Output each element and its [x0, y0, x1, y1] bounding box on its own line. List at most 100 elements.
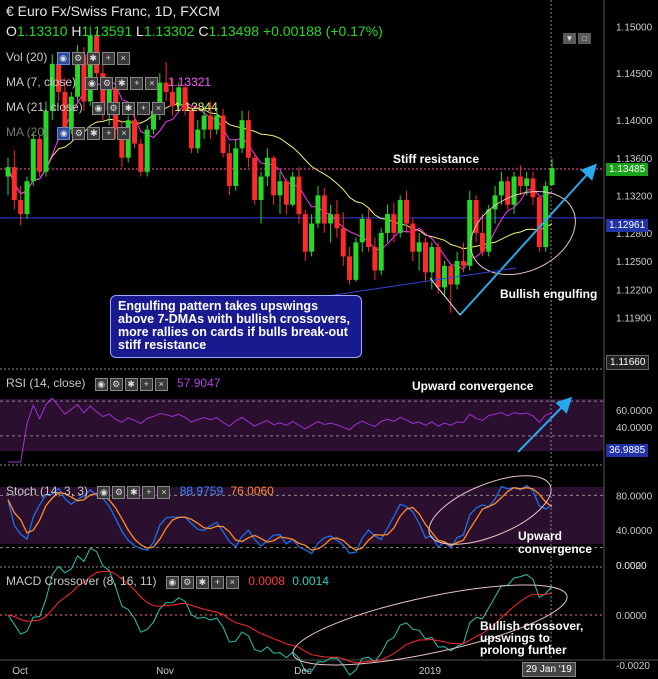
indicator-rsi[interactable]: RSI (14, close) ◉ ⚙ ✱ + × 57.9047 [6, 376, 220, 392]
settings-icon[interactable]: ⚙ [71, 52, 85, 66]
gear-icon[interactable]: ✱ [195, 576, 209, 590]
plus-icon[interactable]: + [137, 102, 151, 116]
candle-body [315, 195, 321, 224]
candle-body [226, 153, 232, 186]
eye-icon[interactable]: ◉ [97, 486, 111, 500]
settings-icon[interactable]: ⚙ [180, 576, 194, 590]
settings-icon[interactable]: ⚙ [109, 378, 123, 392]
plus-icon[interactable]: + [130, 77, 144, 91]
candle-body [404, 200, 410, 224]
gear-icon[interactable]: ✱ [87, 127, 101, 141]
eye-icon[interactable]: ◉ [92, 102, 106, 116]
collapse-down-icon[interactable]: ▼ [563, 33, 576, 44]
ma20-label: MA (20) [6, 125, 49, 139]
indicator-stoch[interactable]: Stoch (14, 3, 3) ◉ ⚙ ✱ + × 88.9759 76.0060 [6, 484, 274, 500]
macd-label: MACD Crossover (8, 16, 11) [6, 574, 157, 588]
rsi-controls: ◉ ⚙ ✱ + × [94, 376, 170, 392]
gear-icon[interactable]: ✱ [86, 52, 100, 66]
indicator-ma7[interactable]: MA (7, close) ◉ ⚙ ✱ + × 1.13321 [6, 75, 211, 91]
low-value: 1.13302 [143, 23, 195, 39]
plus-icon[interactable]: + [101, 52, 115, 66]
price-tick-label: 1.13200 [616, 191, 653, 202]
candle-body [492, 195, 498, 210]
symbol-title[interactable]: € Euro Fx/Swiss Franc, 1D, FXCM [6, 3, 220, 19]
candle-body [283, 181, 289, 205]
close-icon[interactable]: × [117, 127, 131, 141]
candle-body [169, 92, 175, 107]
trend-line [429, 277, 461, 316]
eye-icon[interactable]: ◉ [57, 127, 71, 141]
plus-icon[interactable]: + [210, 576, 224, 590]
macd-line [7, 547, 553, 676]
candle-body [144, 129, 150, 172]
candle-body [302, 214, 308, 252]
ma7-label: MA (7, close) [6, 75, 77, 89]
indicator-macd[interactable]: MACD Crossover (8, 16, 11) ◉ ⚙ ✱ + × 0.0008 … [6, 574, 329, 590]
price-tick-label: 1.15000 [616, 22, 653, 33]
plus-icon[interactable]: + [102, 127, 116, 141]
close-icon[interactable]: × [152, 102, 166, 116]
candle-body [353, 242, 359, 280]
close-icon[interactable]: × [116, 52, 130, 66]
candle-body [214, 115, 220, 130]
plus-icon[interactable]: + [142, 486, 156, 500]
high-label: H [71, 23, 82, 39]
settings-icon[interactable]: ⚙ [112, 486, 126, 500]
ma20-controls: ◉ ⚙ ✱ + × [57, 125, 132, 141]
candle-body [24, 181, 30, 215]
candle-body [473, 200, 479, 233]
candle-body [188, 110, 194, 149]
eye-icon[interactable]: ◉ [56, 52, 70, 66]
candle-body [479, 232, 485, 252]
candle-body [511, 176, 517, 205]
gear-icon[interactable]: ✱ [127, 486, 141, 500]
candle-body [416, 242, 422, 252]
indicator-ma20[interactable]: MA (20) ◉ ⚙ ✱ + × [6, 125, 132, 141]
candle-body [454, 261, 460, 285]
candle-body [176, 87, 182, 107]
eye-icon[interactable]: ◉ [94, 378, 108, 392]
stoch-tick-label: 80.0000 [616, 491, 653, 502]
rsi-label: RSI (14, close) [6, 376, 86, 390]
ma7-line [7, 79, 553, 270]
gear-icon[interactable]: ✱ [115, 77, 129, 91]
eye-icon[interactable]: ◉ [165, 576, 179, 590]
price-tick-label: 1.14000 [616, 116, 653, 127]
plus-icon[interactable]: + [139, 378, 153, 392]
settings-icon[interactable]: ⚙ [72, 127, 86, 141]
ma21-controls: ◉ ⚙ ✱ + × [92, 100, 167, 116]
candle-body [366, 218, 372, 248]
candle-body [429, 247, 435, 273]
close-icon[interactable]: × [157, 486, 171, 500]
gear-icon[interactable]: ✱ [122, 102, 136, 116]
candle-body [498, 181, 504, 196]
candle-body [56, 63, 62, 93]
price-tick-label: 1.12500 [616, 257, 653, 268]
x-tick-label: Oct [12, 666, 28, 677]
last-price-tag: 1.13485 [606, 163, 649, 176]
close-icon[interactable]: × [225, 576, 239, 590]
ma21-value: 1.12844 [174, 100, 218, 114]
settings-icon[interactable]: ⚙ [100, 77, 114, 91]
candle-body [163, 82, 169, 93]
close-icon[interactable]: × [154, 378, 168, 392]
indicator-vol[interactable]: Vol (20) ◉ ⚙ ✱ + × [6, 50, 132, 66]
close-icon[interactable]: × [145, 77, 159, 91]
settings-icon[interactable]: ⚙ [107, 102, 121, 116]
gear-icon[interactable]: ✱ [124, 378, 138, 392]
change-value: +0.00188 (+0.17%) [262, 23, 383, 39]
rsi-convergence-label: Upward convergence [412, 379, 534, 393]
rsi-tick-label: 60.0000 [616, 406, 653, 417]
maximize-icon[interactable]: □ [578, 33, 591, 44]
ma21-label: MA (21, close) [6, 100, 83, 114]
candle-body [530, 178, 536, 198]
indicator-ma21[interactable]: MA (21, close) ◉ ⚙ ✱ + × 1.12844 [6, 100, 218, 116]
macd-tick-label: 0.0000 [616, 611, 647, 622]
rsi-tick-label: 40.0000 [616, 423, 653, 434]
candle-body [372, 247, 378, 271]
macd-note-label: Bullish crossover, upswings to prolong f… [480, 619, 584, 657]
eye-icon[interactable]: ◉ [85, 77, 99, 91]
support-price-tag: 1.12961 [606, 219, 649, 232]
stoch-label: Stoch (14, 3, 3) [6, 484, 89, 498]
